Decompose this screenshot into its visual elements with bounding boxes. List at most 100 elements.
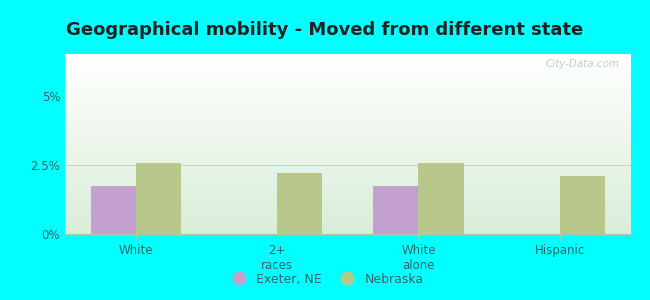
Bar <box>65 219 630 220</box>
Bar <box>65 97 630 98</box>
Bar <box>65 123 630 124</box>
Bar <box>65 150 630 151</box>
Bar <box>65 217 630 218</box>
Bar <box>65 173 630 174</box>
Bar <box>65 180 630 181</box>
Bar <box>65 141 630 142</box>
Bar <box>65 87 630 88</box>
Text: City-Data.com: City-Data.com <box>545 59 619 69</box>
Bar <box>65 106 630 107</box>
Bar <box>65 207 630 208</box>
Bar <box>65 129 630 130</box>
Bar <box>65 88 630 89</box>
Bar <box>65 169 630 170</box>
Bar <box>65 139 630 140</box>
Bar <box>65 73 630 74</box>
Bar <box>65 59 630 60</box>
Bar <box>65 78 630 79</box>
Bar <box>65 63 630 64</box>
Bar <box>65 167 630 168</box>
Bar <box>65 221 630 222</box>
Bar <box>65 92 630 93</box>
Bar <box>65 197 630 198</box>
Bar <box>65 104 630 105</box>
Bar <box>65 194 630 195</box>
Bar <box>65 115 630 116</box>
Bar <box>65 99 630 100</box>
Bar <box>65 196 630 197</box>
Legend: Exeter, NE, Nebraska: Exeter, NE, Nebraska <box>222 268 428 291</box>
Bar <box>65 120 630 121</box>
Bar <box>65 116 630 117</box>
Bar <box>65 145 630 146</box>
Bar <box>65 225 630 226</box>
Bar <box>65 187 630 188</box>
Bar <box>65 160 630 161</box>
Bar <box>65 82 630 83</box>
Bar <box>65 179 630 180</box>
Bar <box>65 135 630 136</box>
Bar <box>65 195 630 196</box>
Bar <box>65 231 630 232</box>
Bar <box>65 124 630 125</box>
Bar <box>65 153 630 154</box>
Bar <box>65 193 630 194</box>
Bar <box>65 232 630 233</box>
Bar <box>65 68 630 69</box>
Bar <box>65 157 630 158</box>
Bar <box>65 55 630 56</box>
Bar <box>65 142 630 143</box>
Bar <box>65 83 630 84</box>
Bar <box>65 71 630 72</box>
Bar <box>65 189 630 190</box>
Bar <box>65 117 630 118</box>
Bar <box>65 54 630 55</box>
Bar <box>65 86 630 87</box>
Bar <box>65 191 630 192</box>
Bar <box>65 85 630 86</box>
Bar <box>65 102 630 103</box>
Bar <box>65 110 630 111</box>
Bar <box>65 154 630 155</box>
Bar <box>65 121 630 122</box>
Bar <box>65 222 630 223</box>
Bar <box>65 182 630 183</box>
Bar <box>65 171 630 172</box>
Bar <box>65 57 630 58</box>
Bar <box>65 133 630 134</box>
Bar <box>65 138 630 139</box>
Bar <box>65 228 630 229</box>
Bar <box>65 201 630 202</box>
Bar <box>65 183 630 184</box>
Bar <box>65 130 630 131</box>
Bar <box>65 134 630 135</box>
Bar <box>65 89 630 90</box>
Bar <box>65 227 630 228</box>
Bar <box>65 109 630 110</box>
Bar <box>65 186 630 187</box>
Bar <box>560 176 604 234</box>
Bar <box>65 119 630 120</box>
Bar <box>65 147 630 148</box>
Text: Geographical mobility - Moved from different state: Geographical mobility - Moved from diffe… <box>66 21 584 39</box>
Bar <box>65 118 630 119</box>
Bar <box>65 111 630 112</box>
Bar <box>65 163 630 164</box>
Bar <box>65 226 630 227</box>
Bar <box>65 161 630 162</box>
Bar <box>65 105 630 106</box>
Bar <box>65 79 630 80</box>
Bar <box>65 107 630 108</box>
Bar <box>65 184 630 185</box>
Bar <box>65 230 630 231</box>
Bar <box>65 132 630 133</box>
Bar <box>65 223 630 224</box>
Bar <box>65 126 630 127</box>
Bar <box>65 215 630 216</box>
Bar <box>65 181 630 182</box>
Bar <box>65 149 630 150</box>
Bar <box>65 162 630 163</box>
Bar <box>65 114 630 115</box>
Bar <box>65 192 630 193</box>
Bar <box>65 72 630 73</box>
